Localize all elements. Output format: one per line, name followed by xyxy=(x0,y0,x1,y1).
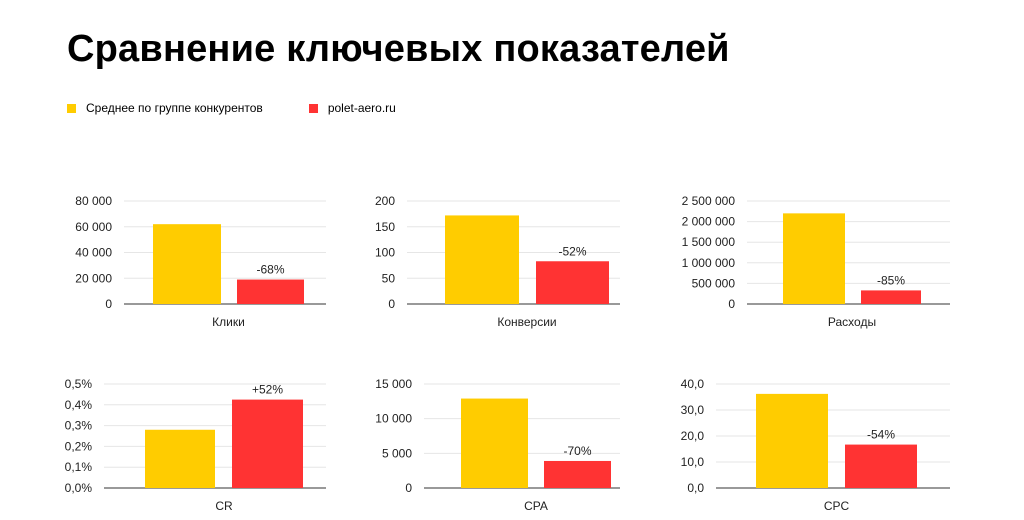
y-tick-label: 1 500 000 xyxy=(682,235,736,249)
y-tick-label: 2 000 000 xyxy=(682,215,736,229)
x-axis-label: Конверсии xyxy=(497,315,556,329)
y-tick-label: 0,5% xyxy=(65,377,93,391)
y-tick-label: 0 xyxy=(388,297,395,311)
y-tick-label: 100 xyxy=(375,246,395,260)
bar-site xyxy=(845,444,917,488)
x-axis-label: CPC xyxy=(824,499,850,513)
bar-competitors xyxy=(756,393,828,488)
y-tick-label: 40 000 xyxy=(75,246,112,260)
data-label-change: -52% xyxy=(558,244,586,258)
y-tick-label: 60 000 xyxy=(75,220,112,234)
x-axis-label: CR xyxy=(215,499,233,513)
legend-swatch-site xyxy=(308,103,318,113)
bar-competitors xyxy=(783,213,845,304)
data-label-change: +52% xyxy=(252,383,283,397)
bar-site xyxy=(536,261,609,304)
bar-site xyxy=(232,399,303,488)
y-tick-label: 10 000 xyxy=(375,412,412,426)
y-tick-label: 0,0% xyxy=(65,481,93,495)
y-tick-label: 10,0 xyxy=(681,455,705,469)
y-tick-label: 0,0 xyxy=(687,481,704,495)
y-tick-label: 200 xyxy=(375,194,395,208)
y-tick-label: 30,0 xyxy=(681,403,705,417)
y-tick-label: 5 000 xyxy=(382,446,412,460)
x-axis-label: Расходы xyxy=(828,315,876,329)
chart-legend: Среднее по группе конкурентов polet-aero… xyxy=(67,101,442,115)
x-axis-label: CPA xyxy=(524,499,548,513)
x-axis-label: Клики xyxy=(212,315,245,329)
legend-label-site: polet-aero.ru xyxy=(327,101,396,115)
y-tick-label: 15 000 xyxy=(375,377,412,391)
bar-site xyxy=(544,460,611,488)
y-tick-label: 50 xyxy=(382,271,396,285)
bar-competitors xyxy=(145,429,215,488)
data-label-change: -68% xyxy=(256,263,284,277)
bar-site xyxy=(237,279,304,304)
y-tick-label: 2 500 000 xyxy=(682,194,736,208)
legend-item-site: polet-aero.ru xyxy=(308,101,396,115)
y-tick-label: 0,3% xyxy=(65,419,93,433)
bar-competitors xyxy=(153,224,221,304)
page-title: Сравнение ключевых показателей xyxy=(67,28,730,70)
y-tick-label: 0,1% xyxy=(65,460,93,474)
y-tick-label: 0 xyxy=(405,481,412,495)
y-tick-label: 80 000 xyxy=(75,194,112,208)
y-tick-label: 20 000 xyxy=(75,271,112,285)
data-label-change: -85% xyxy=(877,273,905,287)
legend-swatch-competitors xyxy=(67,103,76,113)
y-tick-label: 0,4% xyxy=(65,398,93,412)
y-tick-label: 150 xyxy=(375,220,395,234)
y-tick-label: 20,0 xyxy=(681,429,705,443)
bar-competitors xyxy=(461,398,528,488)
y-tick-label: 0,2% xyxy=(65,439,93,453)
y-tick-label: 1 000 000 xyxy=(682,256,736,270)
y-tick-label: 0 xyxy=(105,297,112,311)
y-tick-label: 40,0 xyxy=(681,377,705,391)
data-label-change: -70% xyxy=(563,444,591,458)
bar-competitors xyxy=(445,215,519,304)
y-tick-label: 0 xyxy=(728,297,735,311)
bar-site xyxy=(861,290,921,304)
data-label-change: -54% xyxy=(867,428,895,442)
legend-label-competitors: Среднее по группе конкурентов xyxy=(86,101,263,115)
y-tick-label: 500 000 xyxy=(692,276,736,290)
legend-item-competitors: Среднее по группе конкурентов xyxy=(67,101,263,115)
